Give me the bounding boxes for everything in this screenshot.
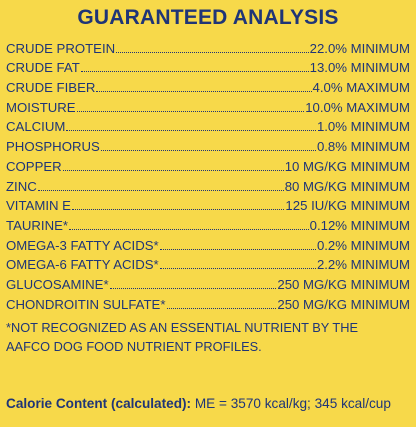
nutrient-name: ZINC [6,178,37,194]
nutrient-name: CALCIUM [6,119,66,135]
dot-leader [109,287,277,289]
nutrient-name: TAURINE* [6,217,69,233]
dot-leader [37,189,284,191]
dot-leader [69,228,309,230]
analysis-row: MOISTURE 10.0% MAXIMUM [6,95,410,115]
nutrient-name: MOISTURE [6,99,76,115]
nutrient-value: 80 mg/kg MINIMUM [284,178,410,194]
nutrient-name: CHONDROITIN SULFATE* [6,296,166,312]
nutrient-value: 0.8% MINIMUM [316,139,410,155]
analysis-row: CALCIUM 1.0% MINIMUM [6,115,410,135]
dot-leader [100,150,316,152]
dot-leader [96,91,312,93]
analysis-row: GLUCOSAMINE* 250 mg/kg MINIMUM [6,272,410,292]
calorie-value: ME = 3570 kcal/kg; 345 kcal/cup [194,396,391,411]
analysis-row: PHOSPHORUS 0.8% MINIMUM [6,134,410,154]
nutrient-value: 4.0% MAXIMUM [312,80,410,96]
analysis-row: VITAMIN E 125 IU/KG MINIMUM [6,194,410,214]
nutrient-value: 250 mg/kg MINIMUM [277,276,410,292]
nutrient-name: COPPER [6,158,62,174]
calorie-content: Calorie Content (calculated): ME = 3570 … [6,396,391,411]
dot-leader [166,307,277,309]
nutrient-name: VITAMIN E [6,198,71,214]
nutrient-name: CRUDE FIBER [6,80,96,96]
nutrient-value: 0.12% MINIMUM [309,217,410,233]
nutrient-value: 10 mg/kg MINIMUM [284,158,410,174]
panel-title: GUARANTEED ANALYSIS [77,6,339,29]
analysis-row: COPPER 10 mg/kg MINIMUM [6,154,410,174]
dot-leader [62,169,284,171]
dot-leader [71,209,285,211]
nutrient-name: GLUCOSAMINE* [6,276,109,292]
analysis-row: CRUDE PROTEIN 22.0% MINIMUM [6,36,410,56]
analysis-row: OMEGA-3 FATTY ACIDS* 0.2% MINIMUM [6,233,410,253]
analysis-row: ZINC 80 mg/kg MINIMUM [6,174,410,194]
nutrient-name: CRUDE PROTEIN [6,40,116,56]
nutrient-name: CRUDE FAT [6,60,80,76]
dot-leader [159,248,316,250]
analysis-row: CRUDE FAT 13.0% MINIMUM [6,56,410,76]
dot-leader [66,130,316,132]
analysis-row: CRUDE FIBER 4.0% MAXIMUM [6,75,410,95]
nutrient-name: OMEGA-3 FATTY ACIDS* [6,237,159,253]
dot-leader [116,51,309,53]
nutrient-value: 22.0% MINIMUM [309,40,410,56]
dot-leader [80,71,309,73]
nutrient-name: PHOSPHORUS [6,139,100,155]
nutrient-value: 125 IU/KG MINIMUM [285,198,410,214]
calorie-label: Calorie Content (calculated): [6,396,192,411]
nutrient-name: OMEGA-6 FATTY ACIDS* [6,257,159,273]
nutrient-value: 10.0% MAXIMUM [305,99,410,115]
nutrient-value: 13.0% MINIMUM [309,60,410,76]
nutrient-value: 0.2% MINIMUM [316,237,410,253]
dot-leader [159,268,316,270]
analysis-row: TAURINE* 0.12% MINIMUM [6,213,410,233]
analysis-rows: CRUDE PROTEIN 22.0% MINIMUM CRUDE FAT 13… [6,36,410,312]
dot-leader [76,110,305,112]
nutrient-value: 250 mg/kg MINIMUM [277,296,410,312]
nutrient-value: 1.0% MINIMUM [316,119,410,135]
nutrient-value: 2.2% MINIMUM [316,257,410,273]
analysis-row: CHONDROITIN SULFATE* 250 mg/kg MINIMUM [6,292,410,312]
analysis-row: OMEGA-6 FATTY ACIDS* 2.2% MINIMUM [6,253,410,273]
footnote: *NOT RECOGNIZED AS AN ESSENTIAL NUTRIENT… [6,319,358,354]
